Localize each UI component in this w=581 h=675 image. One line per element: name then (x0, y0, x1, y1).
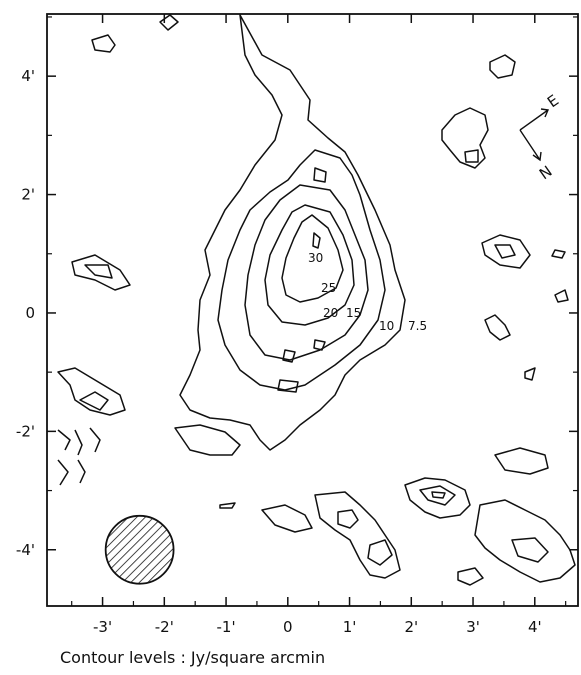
beam-circle (104, 514, 175, 585)
contour-7-5 (179, 14, 406, 451)
level-label-30: 30 (308, 251, 323, 265)
contour-15 (244, 184, 369, 361)
level-label-15: 15 (346, 306, 361, 320)
x-tick-label: 2' (404, 618, 418, 636)
level-label-10: 10 (379, 319, 394, 333)
x-tick-label: -1' (217, 618, 236, 636)
level-label-7-5: 7.5 (408, 319, 427, 333)
x-tick-label: -3' (93, 618, 112, 636)
compass-north-label: N (536, 162, 556, 183)
caption: Contour levels : Jy/square arcmin (60, 648, 326, 667)
y-tick-label: -4' (16, 541, 35, 559)
contour-10 (217, 149, 386, 391)
level-label-20: 20 (323, 306, 338, 320)
x-tick-label: 1' (343, 618, 357, 636)
y-tick-label: -2' (16, 422, 35, 440)
y-tick-label: 4' (21, 67, 35, 85)
y-tick-label: 2' (21, 186, 35, 204)
plot-frame (46, 13, 579, 607)
compass (519, 108, 550, 162)
compass-east-label: E (544, 91, 562, 111)
contour-level-labels: 30 25 20 15 10 7.5 (308, 251, 427, 333)
y-tick-label: 0 (25, 304, 35, 322)
x-tick-label: 4' (528, 618, 542, 636)
x-tick-label: 3' (466, 618, 480, 636)
axis-ticks (47, 14, 578, 606)
contour-30 (312, 232, 321, 249)
contour-20 (264, 204, 355, 326)
level-label-25: 25 (321, 281, 336, 295)
contour-25 (281, 214, 344, 303)
axis-tick-labels: -3' -2' -1' 0 1' 2' 3' 4' 4' 2' 0 -2' -4' (16, 67, 542, 636)
x-tick-label: 0 (283, 618, 293, 636)
x-tick-label: -2' (155, 618, 174, 636)
contour-lines (57, 14, 576, 586)
